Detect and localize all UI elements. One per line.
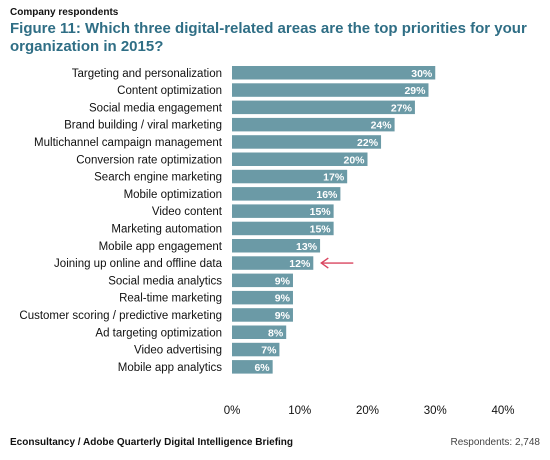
bar-value-label: 12% <box>289 258 311 270</box>
bar-value-label: 6% <box>254 362 270 374</box>
bar <box>232 239 321 253</box>
bar <box>232 83 429 97</box>
bar-value-label: 29% <box>404 85 426 97</box>
category-label: Marketing automation <box>111 223 222 235</box>
bar <box>232 152 368 166</box>
bar-value-label: 13% <box>296 241 318 253</box>
category-label: Joining up online and offline data <box>54 258 223 270</box>
bar <box>232 100 415 115</box>
bar-value-label: 9% <box>275 275 291 287</box>
bar <box>232 290 293 305</box>
bar <box>232 221 334 236</box>
bar <box>232 342 280 357</box>
bar-value-label: 9% <box>275 310 291 322</box>
respondents-count: Respondents: 2,748 <box>450 437 540 448</box>
bar-value-label: 22% <box>357 137 379 149</box>
bar <box>232 169 348 184</box>
category-label: Mobile optimization <box>124 189 222 201</box>
respondents-group-label: Company respondents <box>10 7 119 18</box>
x-tick-label: 30% <box>424 405 447 417</box>
bar <box>232 360 273 374</box>
x-tick-label: 0% <box>224 405 241 417</box>
category-label: Ad targeting optimization <box>95 327 222 339</box>
category-label: Video content <box>152 206 223 218</box>
bar-value-label: 16% <box>316 189 338 201</box>
highlight-arrow-icon <box>320 257 354 269</box>
category-label: Customer scoring / predictive marketing <box>19 310 222 322</box>
bar-value-label: 7% <box>261 345 277 357</box>
bar-value-label: 9% <box>275 293 291 305</box>
bar <box>232 256 314 270</box>
bar-value-label: 15% <box>310 206 332 218</box>
category-label: Real-time marketing <box>119 293 222 305</box>
bar-value-label: 20% <box>343 154 365 166</box>
category-label: Social media analytics <box>108 275 222 287</box>
category-label: Targeting and personalization <box>72 68 222 80</box>
x-tick-label: 20% <box>356 405 379 417</box>
category-label: Social media engagement <box>89 102 223 114</box>
bar-value-label: 15% <box>310 223 332 235</box>
bar <box>232 187 341 201</box>
category-label: Brand building / viral marketing <box>64 120 222 132</box>
chart-title: Figure 11: Which three digital-related a… <box>10 20 527 55</box>
category-label: Search engine marketing <box>94 172 222 184</box>
category-label: Mobile app engagement <box>99 241 223 253</box>
bar <box>232 273 293 288</box>
bar-value-label: 30% <box>411 68 433 80</box>
bar-value-label: 17% <box>323 172 345 184</box>
bar <box>232 325 287 339</box>
bar <box>232 117 395 132</box>
category-label: Multichannel campaign management <box>34 137 223 149</box>
x-tick-label: 10% <box>288 405 311 417</box>
category-label: Conversion rate optimization <box>76 154 222 166</box>
bar <box>232 135 382 149</box>
category-label: Mobile app analytics <box>118 362 222 374</box>
bar-value-label: 24% <box>371 120 393 132</box>
bar <box>232 308 293 322</box>
bar-value-label: 8% <box>268 327 284 339</box>
category-label: Content optimization <box>117 85 222 97</box>
source-note: Econsultancy / Adobe Quarterly Digital I… <box>10 437 294 448</box>
category-label: Video advertising <box>134 345 222 357</box>
bar <box>232 66 436 80</box>
bar-value-label: 27% <box>391 102 413 114</box>
x-tick-label: 40% <box>491 405 514 417</box>
bar <box>232 204 334 218</box>
